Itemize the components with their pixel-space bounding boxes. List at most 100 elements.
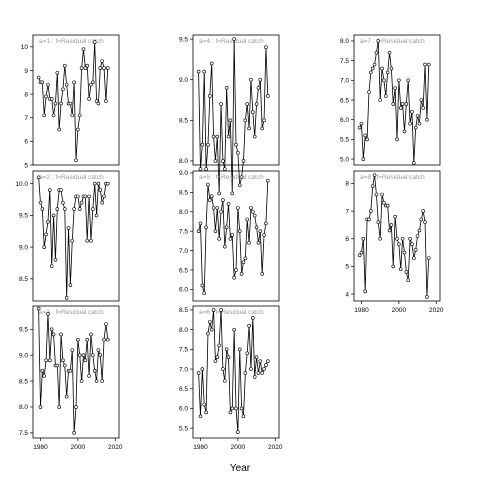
data-point — [221, 198, 225, 202]
data-point — [367, 90, 371, 94]
data-point — [196, 371, 201, 375]
data-point — [44, 358, 48, 363]
data-point — [208, 198, 212, 202]
data-point — [239, 175, 244, 179]
data-point — [234, 406, 238, 411]
data-point — [217, 191, 221, 196]
data-point — [209, 194, 214, 199]
panel-4: a=4 : f=Residual catch 8.0 8.5 9.0 9.5 — [179, 34, 280, 196]
y-tick-label: 6.0 — [179, 406, 188, 413]
y-tick-label: 4 — [345, 291, 349, 298]
data-point — [228, 410, 233, 415]
y-tick-label: 8.0 — [179, 209, 188, 216]
data-point — [204, 410, 208, 415]
y-tick-label: 7.5 — [179, 228, 188, 235]
data-point — [92, 40, 97, 44]
data-point — [258, 359, 263, 363]
data-point — [211, 134, 216, 139]
data-point — [198, 167, 203, 171]
y-tick-label: 10.0 — [15, 181, 28, 188]
data-point — [258, 229, 263, 233]
data-point — [53, 101, 58, 106]
data-point — [378, 98, 382, 102]
data-point — [369, 70, 373, 75]
data-point — [256, 240, 261, 245]
data-point — [59, 188, 63, 192]
data-point — [89, 82, 93, 87]
data-point — [237, 229, 242, 233]
panel-2: a=2 : f=Residual catch 8.5 9.0 9.5 10.0 — [15, 170, 120, 302]
y-tick-label: 6.0 — [340, 117, 349, 124]
data-point — [200, 367, 205, 371]
data-point — [374, 50, 379, 55]
data-point — [57, 405, 61, 409]
data-point — [251, 110, 255, 114]
data-point — [222, 379, 227, 383]
data-point — [406, 78, 411, 83]
panel-label: a=3 : f=Residual catch — [39, 309, 104, 316]
y-tick-label: 6.5 — [179, 386, 188, 393]
y-tick-label: 9.0 — [19, 352, 28, 359]
data-point — [367, 217, 371, 222]
data-point — [72, 207, 76, 211]
panel-label: a=2 : f=Residual catch — [39, 174, 104, 181]
data-point — [226, 355, 231, 360]
data-point — [91, 207, 95, 211]
data-point — [413, 248, 418, 252]
data-point — [96, 181, 101, 186]
data-point — [404, 102, 409, 106]
data-point — [105, 337, 110, 342]
data-point — [46, 82, 50, 87]
data-point — [382, 201, 386, 205]
y-tick-label: 6.0 — [179, 287, 188, 294]
data-point — [211, 308, 216, 312]
data-point — [262, 233, 266, 237]
x-tick-label: 2020 — [268, 444, 283, 451]
y-tick-label: 8.0 — [179, 158, 188, 165]
data-point — [206, 331, 210, 336]
data-point — [64, 82, 69, 87]
y-tick-label: 9.5 — [19, 213, 28, 220]
y-tick-label: 8 — [345, 181, 349, 188]
data-point — [415, 113, 420, 118]
data-point — [79, 379, 84, 383]
data-point — [404, 270, 409, 274]
data-point — [209, 61, 214, 66]
y-tick-label: 9.0 — [179, 170, 188, 177]
data-point — [196, 69, 201, 74]
data-point — [85, 337, 90, 342]
panel-5: a=5 : f=Residual catch 6.0 6.5 7.0 7.5 8.0 8.5… — [179, 170, 280, 302]
y-tick-label: 8.0 — [179, 327, 188, 334]
y-tick-label: 7.5 — [19, 430, 28, 437]
data-point — [423, 220, 427, 224]
panels-layer: a=1 : f=Residual catch 5 6 7 8 9 10 a=2 : f=Res… — [15, 34, 444, 451]
data-point — [79, 66, 84, 70]
data-point — [38, 200, 43, 205]
data-point — [417, 228, 422, 233]
data-point — [254, 102, 259, 106]
figure-x-axis-label: Year — [230, 463, 251, 474]
series-line — [359, 40, 430, 164]
data-point — [94, 213, 99, 218]
y-tick-label: 8.5 — [179, 190, 188, 197]
data-point — [61, 358, 65, 363]
data-point — [89, 332, 93, 337]
data-point — [230, 191, 235, 196]
data-point — [215, 206, 220, 210]
data-point — [236, 206, 240, 210]
data-point — [413, 125, 418, 130]
data-point — [55, 363, 60, 368]
data-point — [385, 203, 390, 208]
data-point — [100, 379, 104, 383]
data-point — [55, 207, 60, 211]
data-point — [89, 238, 93, 243]
data-point — [426, 256, 431, 260]
series-line — [359, 175, 430, 297]
data-point — [83, 66, 88, 70]
y-tick-label: 6 — [24, 139, 28, 146]
data-point — [412, 256, 416, 260]
data-point — [264, 363, 268, 367]
panel-frame — [192, 305, 280, 439]
